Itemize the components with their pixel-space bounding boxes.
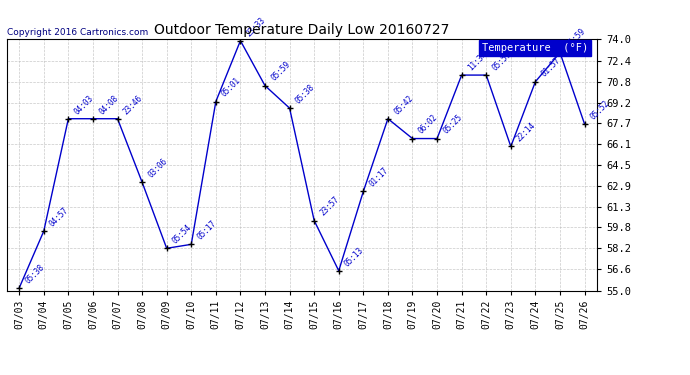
Text: 04:03: 04:03 xyxy=(72,93,95,116)
Text: 22:14: 22:14 xyxy=(515,121,538,144)
Text: 04:57: 04:57 xyxy=(48,206,70,228)
Text: 05:54: 05:54 xyxy=(171,223,194,246)
Text: 05:25: 05:25 xyxy=(441,113,464,136)
Text: 04:08: 04:08 xyxy=(97,93,120,116)
Text: 01:57: 01:57 xyxy=(540,56,562,79)
Text: 05:01: 05:01 xyxy=(220,76,243,99)
Text: Temperature  (°F): Temperature (°F) xyxy=(482,43,588,53)
Text: 05:38: 05:38 xyxy=(23,262,46,285)
Text: Copyright 2016 Cartronics.com: Copyright 2016 Cartronics.com xyxy=(7,28,148,37)
Text: 23:57: 23:57 xyxy=(318,195,341,218)
Text: 03:06: 03:06 xyxy=(146,157,169,179)
Text: 05:51: 05:51 xyxy=(491,50,513,72)
Text: 05:17: 05:17 xyxy=(195,219,218,242)
Text: 23:46: 23:46 xyxy=(121,93,144,116)
Title: Outdoor Temperature Daily Low 20160727: Outdoor Temperature Daily Low 20160727 xyxy=(154,23,450,37)
Text: 01:17: 01:17 xyxy=(368,166,391,189)
Text: 05:59: 05:59 xyxy=(564,27,587,50)
Text: 05:38: 05:38 xyxy=(294,82,317,105)
Text: 11:34: 11:34 xyxy=(466,50,489,72)
Text: 06:02: 06:02 xyxy=(417,113,440,136)
Text: 05:52: 05:52 xyxy=(589,99,611,121)
Text: 23:33: 23:33 xyxy=(244,15,267,38)
Text: 05:42: 05:42 xyxy=(392,93,415,116)
Text: 05:13: 05:13 xyxy=(343,245,366,268)
Text: 05:59: 05:59 xyxy=(269,60,292,83)
